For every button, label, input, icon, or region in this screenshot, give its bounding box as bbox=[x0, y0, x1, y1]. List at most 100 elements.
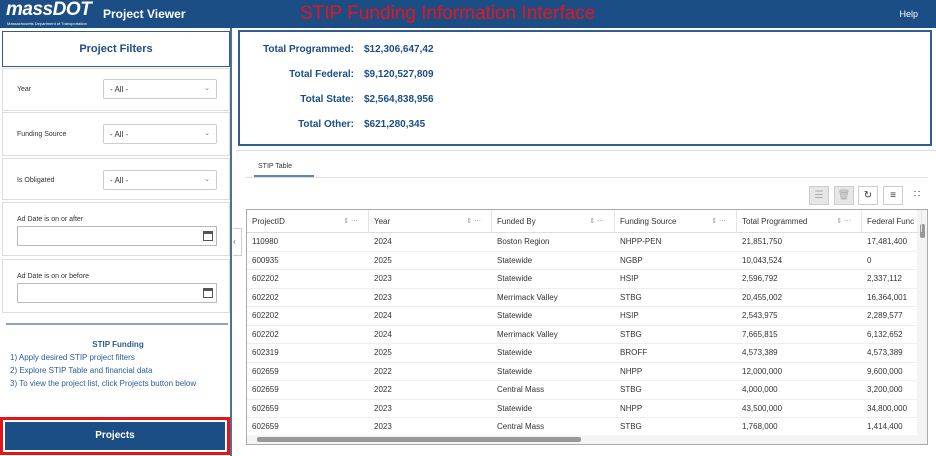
projects-button[interactable]: Projects bbox=[0, 417, 230, 455]
table-cell: 2023 bbox=[374, 403, 392, 413]
funding-source-value: - All - bbox=[110, 130, 129, 139]
table-cell: 4,573,389 bbox=[867, 348, 903, 357]
chevron-down-icon: ⌄ bbox=[204, 85, 210, 92]
table-cell: 602659 bbox=[252, 403, 279, 413]
sort-and-menu-icon[interactable]: ⇕ ⋯ bbox=[466, 218, 481, 225]
scroll-thumb[interactable] bbox=[257, 437, 581, 442]
table-cell: 2,596,792 bbox=[742, 274, 778, 283]
column-header[interactable]: Year ⇕ ⋯ bbox=[369, 210, 492, 232]
refresh-icon[interactable]: ↻ bbox=[858, 186, 878, 205]
table-cell: NHPP bbox=[620, 403, 643, 413]
table-cell: 2022 bbox=[374, 366, 392, 376]
column-header[interactable]: Funded By ⇕ ⋯ bbox=[492, 210, 615, 232]
vertical-scrollbar[interactable] bbox=[917, 210, 927, 444]
year-label: Year bbox=[17, 86, 32, 93]
table-row[interactable]: 602659 2023 Statewide NHPP 43,500,000 34,800,… bbox=[247, 400, 919, 418]
calendar-icon[interactable] bbox=[203, 231, 213, 241]
column-header-label: Federal Func bbox=[867, 217, 915, 226]
column-header[interactable]: Funding Source ⇕ ⋯ bbox=[615, 210, 737, 232]
funding-source-select[interactable]: - All - ⌄ bbox=[103, 124, 217, 144]
column-header[interactable]: Federal Func bbox=[862, 210, 922, 232]
show-selection-icon[interactable]: ☰ bbox=[809, 186, 829, 205]
table-cell: 21,851,750 bbox=[742, 237, 783, 246]
ad-date-after-filter: Ad Date is on or after bbox=[2, 202, 230, 256]
ad-date-before-input[interactable] bbox=[17, 283, 217, 303]
horizontal-scrollbar[interactable] bbox=[247, 435, 919, 444]
column-header[interactable]: ProjectID ⇕ ⋯ bbox=[247, 210, 369, 232]
table-cell: 4,000,000 bbox=[742, 385, 778, 394]
collapse-panel-button[interactable]: ‹ bbox=[233, 228, 242, 256]
table-cell: Statewide bbox=[497, 348, 533, 357]
column-header[interactable]: Total Programmed ⇕ ⋯ bbox=[737, 210, 862, 232]
column-header-label: Funding Source bbox=[620, 217, 677, 226]
summary-label: Total Programmed: bbox=[263, 44, 354, 55]
more-options-icon[interactable]: ∷ bbox=[913, 189, 921, 200]
table-row[interactable]: 602319 2025 Statewide BROFF 4,573,389 4,573,3… bbox=[247, 344, 919, 363]
table-cell: 6,132,652 bbox=[867, 329, 903, 339]
table-row[interactable]: 602202 2023 Statewide HSIP 2,596,792 2,337,11… bbox=[247, 270, 919, 289]
table-cell: HSIP bbox=[620, 311, 639, 320]
year-select[interactable]: - All - ⌄ bbox=[103, 79, 217, 99]
scroll-thumb[interactable] bbox=[920, 224, 925, 238]
summary-label: Total Other: bbox=[298, 119, 354, 130]
table-cell: BROFF bbox=[620, 348, 648, 357]
is-obligated-label: Is Obligated bbox=[17, 177, 55, 184]
table-cell: 602659 bbox=[252, 385, 279, 394]
logo-subtitle: Massachusetts Department of Transportati… bbox=[7, 21, 87, 26]
instruction-line: 3) To view the project list, click Proje… bbox=[10, 379, 197, 388]
table-row[interactable]: 602659 2022 Statewide NHPP 12,000,000 9,600,0… bbox=[247, 363, 919, 381]
table-cell: 10,043,524 bbox=[742, 255, 783, 265]
table-cell: 17,481,400 bbox=[867, 237, 908, 246]
table-cell: 1,768,000 bbox=[742, 422, 778, 431]
table-row[interactable]: 110980 2024 Boston Region NHPP-PEN 21,851,75… bbox=[247, 233, 919, 252]
ad-date-before-filter: Ad Date is on or before bbox=[2, 259, 230, 313]
massdot-logo: massDOT bbox=[6, 0, 92, 20]
sort-and-menu-icon[interactable]: ⇕ ⋯ bbox=[589, 218, 604, 225]
column-header-label: Funded By bbox=[497, 217, 536, 226]
table-cell: 602659 bbox=[252, 422, 279, 431]
column-header-label: Total Programmed bbox=[742, 217, 808, 226]
table-cell: Boston Region bbox=[497, 237, 550, 246]
table-cell: Statewide bbox=[497, 403, 533, 413]
is-obligated-value: - All - bbox=[110, 176, 129, 185]
help-link[interactable]: Help bbox=[899, 9, 918, 19]
summary-value: $621,280,345 bbox=[364, 119, 426, 130]
table-cell: Statewide bbox=[497, 274, 533, 283]
table-row[interactable]: 602202 2023 Merrimack Valley STBG 20,455,002… bbox=[247, 289, 919, 307]
is-obligated-select[interactable]: - All - ⌄ bbox=[103, 170, 217, 190]
table-cell: 1,414,400 bbox=[867, 422, 903, 431]
table-cell: 7,665,815 bbox=[742, 329, 778, 339]
table-cell: Merrimack Valley bbox=[497, 329, 558, 339]
table-cell: 2025 bbox=[374, 348, 392, 357]
sort-and-menu-icon[interactable]: ⇕ ⋯ bbox=[343, 218, 358, 225]
table-cell: STBG bbox=[620, 422, 642, 431]
table-row[interactable]: 600935 2025 Statewide NGBP 10,043,524 0 bbox=[247, 252, 919, 270]
ad-date-after-input[interactable] bbox=[17, 226, 217, 246]
table-cell: 602202 bbox=[252, 329, 279, 339]
table-cell: Statewide bbox=[497, 366, 533, 376]
divider bbox=[6, 323, 228, 325]
calendar-icon[interactable] bbox=[203, 288, 213, 298]
year-value: - All - bbox=[110, 85, 129, 94]
table-cell: 602202 bbox=[252, 311, 279, 320]
table-cell: 43,500,000 bbox=[742, 403, 783, 413]
instruction-line: 2) Explore STIP Table and financial data bbox=[10, 366, 153, 375]
table-row[interactable]: 602659 2022 Central Mass STBG 4,000,000 3,200… bbox=[247, 381, 919, 400]
table-row[interactable]: 602202 2024 Statewide HSIP 2,543,975 2,289,57… bbox=[247, 307, 919, 326]
table-cell: Central Mass bbox=[497, 422, 545, 431]
table-row[interactable]: 602202 2024 Merrimack Valley STBG 7,665,815 6… bbox=[247, 326, 919, 344]
table-cell: 4,573,389 bbox=[742, 348, 778, 357]
column-header-label: ProjectID bbox=[252, 217, 285, 226]
ad-date-after-label: Ad Date is on or after bbox=[17, 216, 84, 223]
column-header-label: Year bbox=[374, 217, 391, 226]
tab-stip-table[interactable]: STIP Table bbox=[258, 163, 292, 170]
table-header: ProjectID ⇕ ⋯ Year ⇕ ⋯ Funded By ⇕ ⋯ Funding S… bbox=[247, 210, 922, 233]
divider bbox=[236, 150, 936, 151]
show-hide-columns-icon[interactable]: ≡ bbox=[883, 186, 903, 205]
delete-icon[interactable]: 🗑 bbox=[834, 186, 854, 205]
chevron-down-icon: ⌄ bbox=[204, 130, 210, 137]
table-row[interactable]: 602659 2023 Central Mass STBG 1,768,000 1,414… bbox=[247, 418, 919, 437]
sort-and-menu-icon[interactable]: ⇕ ⋯ bbox=[836, 218, 851, 225]
sort-and-menu-icon[interactable]: ⇕ ⋯ bbox=[711, 218, 726, 225]
table-cell: 602202 bbox=[252, 292, 279, 302]
